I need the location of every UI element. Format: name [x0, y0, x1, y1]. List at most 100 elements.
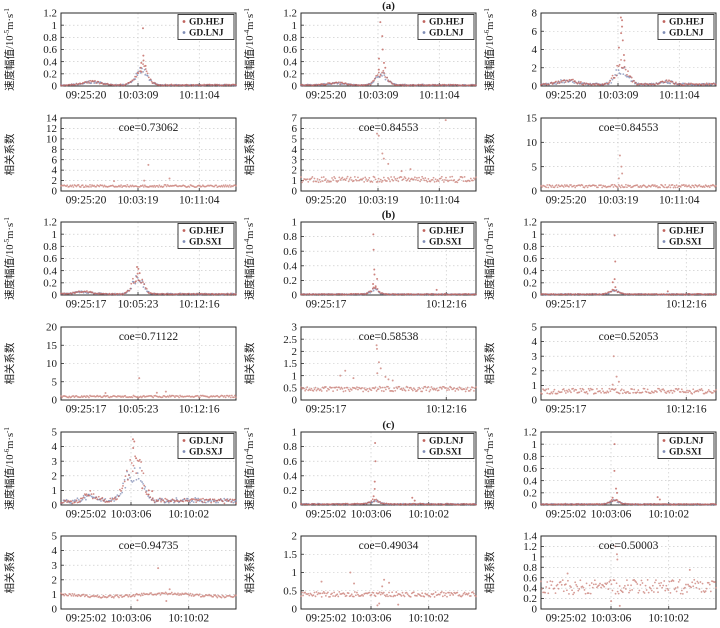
y-tick-label: 7 — [292, 112, 298, 124]
correlation-subplot-11: 0 0.5 1 1.5 2 2.5 3 09:25:17 10:12:16 相关系数 coe=0.5… — [240, 314, 480, 419]
y-axis-label: 相关系数 — [243, 342, 256, 384]
legend-entry-label: GD.LNJ — [189, 436, 224, 446]
x-tick-label: 09:25:20 — [546, 194, 587, 206]
y-tick-label: 0 — [52, 604, 58, 616]
x-tick-label: 10:03:06 — [111, 613, 152, 625]
x-tick-label: 10:05:23 — [118, 403, 159, 415]
subplot-canvas: 0 1 2 3 4 5 09:25:02 10:03:06 10:10:02 速度幅值/10-6m… — [3, 426, 237, 520]
legend-entry-label: GD.LNJ — [429, 28, 464, 38]
y-tick-label: 0.6 — [43, 44, 57, 56]
x-tick-label: 10:03:06 — [111, 508, 152, 520]
legend-entry-label: GD.LNJ — [669, 436, 704, 446]
y-tick-label: 0.4 — [43, 266, 57, 278]
y-tick-label: 3 — [532, 351, 538, 363]
y-tick-label: 0.4 — [283, 56, 297, 68]
y-tick-label: 1.2 — [43, 217, 57, 229]
y-tick-label: 10 — [526, 137, 537, 149]
y-tick-label: 0 — [532, 81, 538, 93]
y-tick-label: 0 — [52, 185, 58, 197]
y-tick-label: 1.5 — [283, 358, 297, 370]
x-tick-label: 09:25:17 — [306, 299, 347, 311]
y-tick-label: 0 — [52, 395, 58, 407]
y-tick-label: 0.6 — [43, 253, 57, 265]
y-tick-label: 3 — [52, 455, 58, 467]
x-tick-label: 10:03:06 — [351, 613, 392, 625]
y-tick-label: 0 — [292, 395, 298, 407]
y-tick-label: 20 — [46, 322, 57, 334]
y-tick-label: 1.5 — [283, 549, 297, 561]
legend-entry-label: GD.SXI — [189, 238, 222, 248]
y-tick-label: 0.6 — [283, 455, 297, 467]
correlation-subplot-17: 0 0.5 1 1.5 2 09:25:02 10:03:06 10:10:02 相关系数 coe… — [240, 523, 480, 628]
legend-entry-label: GD.HEJ — [429, 17, 464, 27]
subplot-canvas: 0 0.2 0.4 0.6 0.8 1 09:25:17 10:12:16 速度幅值/10-4m… — [243, 209, 477, 311]
y-tick-label: 0 — [52, 81, 58, 93]
x-tick-label: 09:25:20 — [546, 89, 587, 101]
y-tick-label: 5 — [292, 133, 298, 145]
y-tick-label: 0.2 — [523, 487, 537, 499]
y-tick-label: 0.2 — [43, 68, 57, 80]
y-tick-label: 0.4 — [283, 470, 297, 482]
legend-entry-label: GD.SXI — [669, 238, 702, 248]
y-tick-label: 0.8 — [43, 32, 57, 44]
y-axis-label: 相关系数 — [3, 551, 16, 593]
x-tick-label: 09:25:02 — [306, 508, 347, 520]
y-tick-label: 2 — [292, 531, 298, 543]
y-tick-label: 0.6 — [283, 44, 297, 56]
y-axis-label: 相关系数 — [243, 551, 256, 593]
x-tick-label: 10:11:04 — [659, 194, 700, 206]
y-tick-label: 6 — [292, 123, 298, 135]
panel-label: (a) — [382, 0, 395, 12]
y-tick-label: 3 — [292, 322, 298, 334]
x-tick-label: 09:25:02 — [66, 613, 107, 625]
x-tick-label: 10:03:06 — [591, 508, 632, 520]
y-tick-label: 0 — [532, 604, 538, 616]
x-tick-label: 10:11:04 — [659, 89, 700, 101]
x-tick-label: 10:12:16 — [666, 403, 707, 415]
y-axis-label: 相关系数 — [483, 133, 496, 175]
correlation-subplot-10: 0 5 10 15 20 09:25:17 10:05:23 10:12:16 相关系数 coe=… — [0, 314, 240, 419]
subplot-canvas: 00.20.40.60.811.2 09:25:20 10:03:09 10:11:0… — [243, 0, 477, 101]
subplot-canvas: 0 0.2 0.4 0.6 0.8 1 09:25:02 10:03:06 10:10:02 速度… — [243, 419, 477, 520]
y-axis-label: 速度幅值/10-4m·s-1 — [243, 217, 256, 300]
y-tick-label: 2 — [52, 175, 58, 187]
y-tick-label: 4 — [52, 441, 58, 453]
y-tick-label: 1.2 — [523, 426, 537, 438]
y-tick-label: 1 — [532, 438, 538, 450]
y-tick-label: 1 — [52, 485, 58, 497]
y-axis-label: 相关系数 — [3, 342, 16, 384]
legend-entry-label: GD.LNJ — [189, 28, 224, 38]
x-tick-label: 10:11:04 — [179, 194, 220, 206]
y-tick-label: 0.6 — [523, 573, 537, 585]
legend-entry-label: GD.SXI — [669, 447, 702, 457]
legend-entry-label: GD.HEJ — [189, 17, 224, 27]
subplot-canvas: 00.20.40.60.811.2 09:25:17 10:05:23 10:12:1… — [3, 217, 237, 311]
x-tick-label: 10:10:02 — [168, 613, 209, 625]
y-tick-label: 1 — [292, 20, 298, 32]
y-tick-label: 0 — [292, 604, 298, 616]
velocity-subplot-7: 0 0.2 0.4 0.6 0.8 1 1.2 09:25:17 10:05:23 10:12:1… — [0, 209, 240, 314]
y-tick-label: 14 — [46, 112, 57, 124]
y-tick-label: 8 — [532, 8, 538, 20]
y-tick-label: 10 — [46, 133, 57, 145]
y-tick-label: 1.2 — [523, 217, 537, 229]
legend-entry-label: GD.HEJ — [189, 227, 224, 237]
correlation-subplot-16: 0 1 2 3 4 5 09:25:02 10:03:06 10:10:02 相关系数 coe=0.… — [0, 523, 240, 628]
y-tick-label: 0 — [532, 185, 538, 197]
coe-annotation: coe=0.52053 — [599, 331, 659, 343]
x-tick-label: 10:12:16 — [426, 299, 467, 311]
x-tick-label: 10:03:06 — [351, 508, 392, 520]
y-tick-label: 2 — [292, 346, 298, 358]
y-tick-label: 0.8 — [523, 562, 537, 574]
legend-entry-label: GD.LNJ — [429, 436, 464, 446]
coe-annotation: coe=0.71122 — [119, 331, 179, 343]
velocity-subplot-13: 0 1 2 3 4 5 09:25:02 10:03:06 10:10:02 速度幅值/10-6m… — [0, 419, 240, 524]
x-tick-label: 10:10:02 — [408, 613, 449, 625]
y-tick-label: 0.8 — [43, 241, 57, 253]
y-tick-label: 0.6 — [523, 463, 537, 475]
x-tick-label: 10:10:02 — [168, 508, 209, 520]
